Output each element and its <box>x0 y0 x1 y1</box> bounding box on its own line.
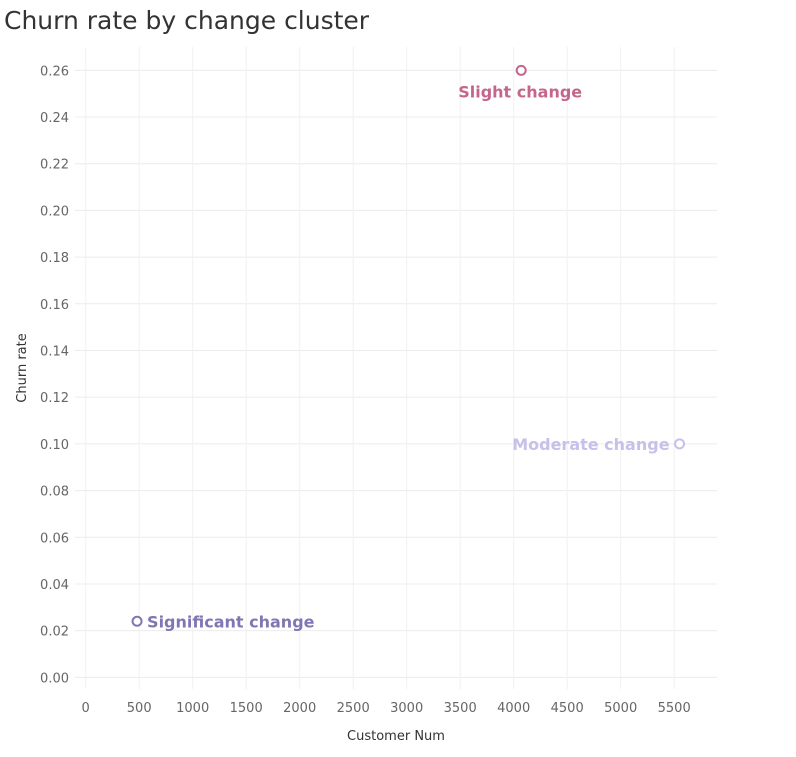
y-tick-label: 0.12 <box>40 391 69 406</box>
x-axis-ticks: 0 500 1000 1500 2000 2500 3000 3500 4000 4500 5000… <box>82 701 691 716</box>
data-points: Slight change Moderate change Significant … <box>131 64 686 631</box>
x-tick-label: 5000 <box>604 701 637 716</box>
x-tick-label: 4000 <box>497 701 530 716</box>
y-tick-label: 0.00 <box>40 671 69 686</box>
x-tick-label: 0 <box>82 701 90 716</box>
y-tick-label: 0.20 <box>40 204 69 219</box>
data-point-label: Significant change <box>147 612 315 631</box>
x-tick-label: 5500 <box>658 701 691 716</box>
y-tick-label: 0.24 <box>40 111 69 126</box>
y-tick-label: 0.08 <box>40 485 69 500</box>
x-tick-label: 3500 <box>444 701 477 716</box>
x-tick-label: 2500 <box>337 701 370 716</box>
x-tick-label: 1500 <box>230 701 263 716</box>
data-point-label: Moderate change <box>512 435 669 454</box>
x-tick-label: 4500 <box>551 701 584 716</box>
y-axis-ticks: 0.00 0.02 0.04 0.06 0.08 0.10 0.12 0.14 0.16 0.18… <box>40 64 69 686</box>
x-tick-label: 2000 <box>283 701 316 716</box>
data-point-group: Slight change <box>458 64 582 101</box>
x-tick-label: 1000 <box>176 701 209 716</box>
x-axis-label: Customer Num <box>347 729 445 744</box>
data-point-group: Moderate change <box>512 435 686 454</box>
y-tick-label: 0.04 <box>40 578 69 593</box>
y-tick-label: 0.06 <box>40 531 69 546</box>
y-tick-label: 0.14 <box>40 344 69 359</box>
data-point-marker <box>131 615 143 627</box>
data-point-label: Slight change <box>458 82 582 101</box>
x-tick-label: 500 <box>127 701 152 716</box>
data-point-marker <box>674 438 686 450</box>
grid-lines <box>75 47 717 689</box>
y-tick-label: 0.26 <box>40 64 69 79</box>
data-point-group: Significant change <box>131 612 315 631</box>
y-tick-label: 0.10 <box>40 438 69 453</box>
data-point-marker <box>515 64 527 76</box>
y-tick-label: 0.16 <box>40 298 69 313</box>
y-tick-label: 0.18 <box>40 251 69 266</box>
chart-title: Churn rate by change cluster <box>4 6 370 35</box>
y-axis-label: Churn rate <box>15 333 30 402</box>
y-tick-label: 0.22 <box>40 158 69 173</box>
x-tick-label: 3000 <box>390 701 423 716</box>
y-tick-label: 0.02 <box>40 625 69 640</box>
